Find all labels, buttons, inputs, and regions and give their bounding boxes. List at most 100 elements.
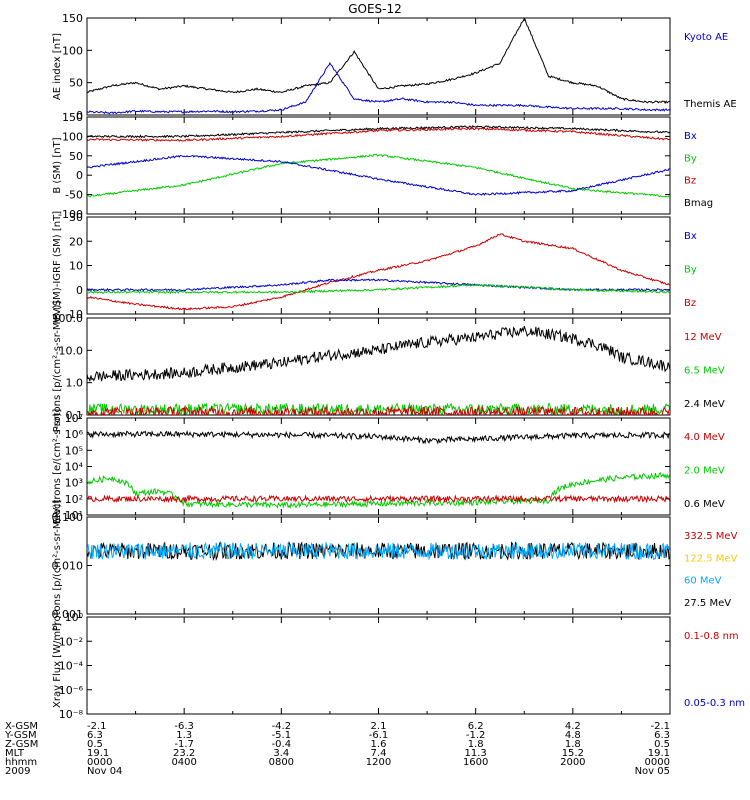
panel-frame (86, 17, 671, 116)
axis-row-value: 6.3 (654, 730, 670, 741)
y-tick-label: 10.0 (59, 344, 84, 357)
axis-row-value: 0800 (269, 757, 294, 768)
y-tick-label: 0.100 (52, 511, 84, 524)
axis-row-value: 6.2 (468, 721, 484, 732)
series-by (87, 283, 670, 295)
series-bz (87, 127, 670, 142)
y-axis-label: B (SM)-IGRF (SM) [nT] (52, 211, 63, 320)
y-axis-label: AE index [nT] (52, 33, 63, 100)
y-tick-label: 0 (76, 169, 83, 182)
axis-row-value: 15.2 (562, 748, 584, 759)
y-tick-label: 0.1 (66, 409, 84, 422)
axis-row-value: 1.8 (565, 739, 581, 750)
legend: 332.5 MeV 122.5 MeV 60 MeV 27.5 MeV (684, 531, 738, 609)
panel-b-sm: -100 -50 0 50 100 150 B (SM) [nT] Bx By Bz Bmag (52, 111, 713, 221)
axis-row-label: MLT (5, 748, 25, 759)
legend: 0.1-0.8 nm 0.05-0.3 nm (684, 631, 745, 709)
axis-row-label: Y-GSM (4, 730, 37, 741)
axis-row-value: 7.4 (371, 748, 387, 759)
y-tick-label: 150 (62, 12, 83, 25)
legend-entry: 332.5 MeV (684, 531, 738, 542)
series-2-4-mev (87, 325, 670, 382)
axis-row-label: X-GSM (5, 721, 38, 732)
y-tick-label: 0 (76, 284, 83, 297)
y-tick-label: 10¹ (65, 509, 83, 522)
axis-row-value: -6.1 (369, 730, 389, 741)
y-tick-label: 10 (69, 260, 83, 273)
axis-row-value: 1.6 (371, 739, 387, 750)
y-tick-label: 50 (69, 150, 83, 163)
panel-ae-index: 0 50 100 150 AE index [nT] Kyoto AE Themis AE (52, 12, 737, 122)
axis-row-value: -1.2 (466, 730, 486, 741)
y-tick-label: 50 (69, 77, 83, 90)
legend-entry: Bz (684, 298, 696, 309)
panel-frame (86, 516, 671, 615)
y-tick-label: 100 (62, 130, 83, 143)
series-bz (87, 233, 670, 311)
legend-entry: Bx (684, 131, 697, 142)
series-4-0-mev (87, 494, 670, 504)
legend: Kyoto AE Themis AE (683, 32, 737, 110)
axis-row-value: 2.1 (371, 721, 387, 732)
y-tick-label: 20 (69, 235, 83, 248)
legend-entry: Themis AE (683, 99, 737, 110)
legend-entry: 0.05-0.3 nm (684, 698, 745, 709)
series-60-mev (87, 541, 670, 561)
series-6-5-mev (87, 402, 670, 415)
axis-row-value: -0.4 (272, 739, 292, 750)
legend-entry: 2.4 MeV (684, 399, 725, 410)
axis-row-value: 23.2 (173, 748, 195, 759)
axis-row-value: 4.8 (565, 730, 581, 741)
panel-frame (86, 317, 671, 416)
axis-row-value: -5.1 (272, 730, 292, 741)
legend: Bx By Bz Bmag (684, 131, 713, 209)
axis-row-value: -1.7 (174, 739, 194, 750)
axis-row-value: 0000 (87, 757, 112, 768)
panel-frame (86, 116, 671, 215)
legend-entry: Kyoto AE (684, 32, 728, 43)
y-tick-label: 0.010 (52, 560, 84, 573)
axis-row-value: -2.1 (650, 721, 670, 732)
axis-row-value: 4.2 (565, 721, 581, 732)
axis-row-value: 11.3 (465, 748, 487, 759)
y-tick-label: 150 (62, 111, 83, 124)
legend-entry: Bz (684, 176, 696, 187)
legend-entry: 4.0 MeV (684, 432, 725, 443)
series-2-0-mev (87, 472, 670, 510)
series-by (87, 153, 670, 198)
y-tick-label: 0 (76, 109, 83, 122)
y-tick-label: 1.0 (66, 377, 84, 390)
legend-entry: 12 MeV (684, 332, 722, 343)
axis-row-value: -6.3 (174, 721, 194, 732)
panel-frame (86, 216, 671, 315)
y-tick-label: 10³ (65, 477, 83, 490)
y-tick-label: 10⁶ (65, 428, 84, 441)
orbit-axis-table: X-GSM -2.1 -6.3 -4.2 2.1 6.2 4.2 -2.1 Y-GSM 6.3 1.… (4, 721, 670, 777)
axis-row-label: hhmm (5, 757, 37, 768)
axis-row-value: -2.1 (87, 721, 107, 732)
y-tick-label: 100 (62, 44, 83, 57)
axis-row-value: 1600 (463, 757, 488, 768)
axis-row-value: 0400 (171, 757, 196, 768)
legend: 4.0 MeV 2.0 MeV 0.6 MeV (684, 432, 725, 510)
y-tick-label: 10² (65, 493, 83, 506)
legend-entry: 6.5 MeV (684, 366, 725, 377)
y-axis-label: Protons [p/(cm²-s-sr-MeV)] (52, 301, 63, 433)
series-kyoto-ae (87, 61, 670, 115)
axis-row-value: 1200 (366, 757, 391, 768)
axis-row-label: 2009 (5, 766, 30, 777)
y-tick-label: 10⁻⁴ (59, 660, 84, 673)
axis-row-value: -4.2 (272, 721, 292, 732)
y-tick-label: 30 (69, 211, 83, 224)
axis-row-value: Nov 04 (87, 766, 122, 777)
series-27-5-mev (87, 540, 670, 562)
axis-row-value: 2000 (560, 757, 585, 768)
axis-row-value: 1.3 (176, 730, 192, 741)
legend: 12 MeV 6.5 MeV 2.4 MeV (684, 332, 725, 410)
y-tick-label: -100 (58, 208, 83, 221)
